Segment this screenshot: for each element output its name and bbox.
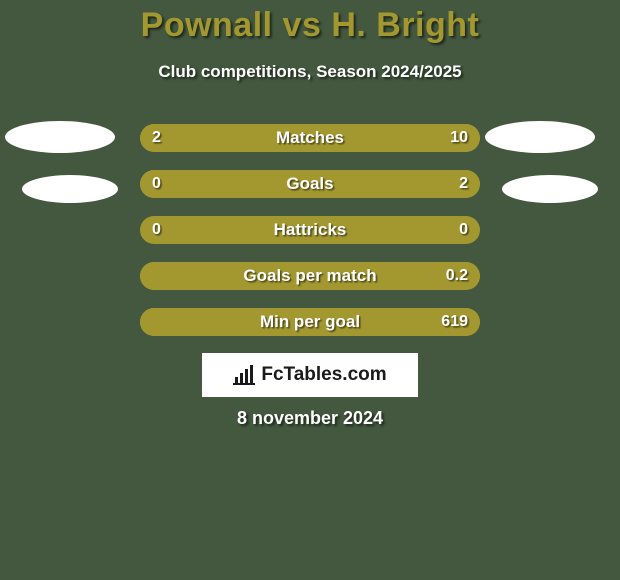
stat-row: Goals02 (140, 170, 480, 198)
stat-fill-right (140, 262, 480, 290)
stat-value-right: 2 (459, 170, 468, 198)
page-title: Pownall vs H. Bright (0, 6, 620, 45)
player2-marker-2 (502, 175, 598, 203)
stat-value-right: 0 (459, 216, 468, 244)
subtitle: Club competitions, Season 2024/2025 (0, 62, 620, 82)
source-badge-text: FcTables.com (261, 364, 386, 386)
chart-icon (233, 365, 255, 385)
stat-row: Min per goal619 (140, 308, 480, 336)
stat-fill-right (140, 308, 480, 336)
stat-value-right: 10 (450, 124, 468, 152)
stat-value-left: 0 (152, 216, 161, 244)
source-badge: FcTables.com (202, 353, 418, 397)
stat-value-right: 0.2 (446, 262, 468, 290)
generated-date: 8 november 2024 (0, 408, 620, 429)
stat-row: Matches210 (140, 124, 480, 152)
player1-marker-2 (22, 175, 118, 203)
player1-marker-1 (5, 121, 115, 153)
stat-value-left: 0 (152, 170, 161, 198)
stat-row: Goals per match0.2 (140, 262, 480, 290)
stat-row: Hattricks00 (140, 216, 480, 244)
stat-value-right: 619 (441, 308, 468, 336)
stat-fill-right (197, 124, 480, 152)
stat-fill-left (140, 124, 197, 152)
comparison-chart: Pownall vs H. Bright Club competitions, … (0, 0, 620, 580)
player2-marker-1 (485, 121, 595, 153)
stat-value-left: 2 (152, 124, 161, 152)
stat-row-bg (140, 216, 480, 244)
stat-fill-right (140, 170, 480, 198)
